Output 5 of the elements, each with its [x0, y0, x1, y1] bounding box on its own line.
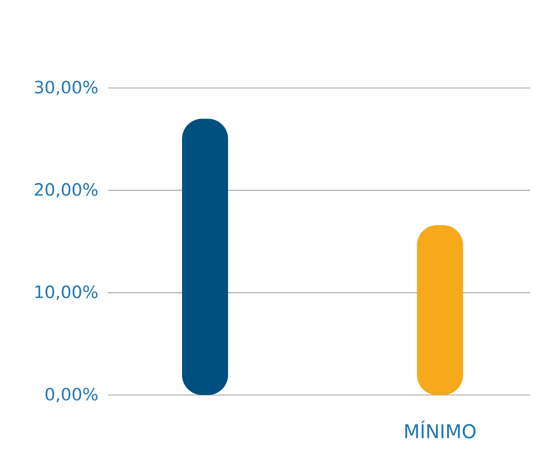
y-tick-label: 20,00% [34, 183, 98, 198]
y-tick-label: 0,00% [46, 388, 98, 402]
y-tick-label: 10,00% [36, 285, 98, 300]
y-tick-label: 30,00% [34, 80, 98, 96]
x-tick-label: MÍNIMO [405, 420, 476, 438]
